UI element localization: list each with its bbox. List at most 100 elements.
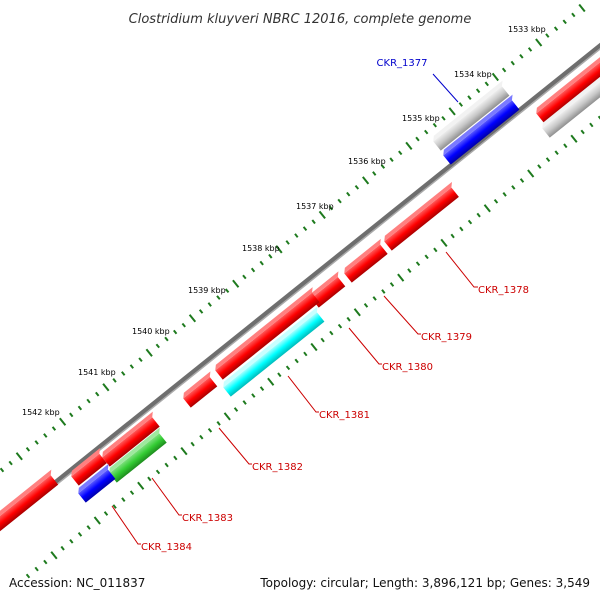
tick-label: 1537 kbp <box>296 202 334 211</box>
minor-tick <box>441 115 446 121</box>
feature-ckr-1380 <box>311 271 346 308</box>
minor-tick <box>467 95 472 101</box>
minor-tick <box>346 316 351 322</box>
major-tick <box>448 107 456 116</box>
major-tick <box>527 169 535 178</box>
minor-tick <box>450 233 455 239</box>
minor-tick <box>433 247 438 253</box>
minor-tick <box>242 274 247 280</box>
minor-tick <box>190 441 195 447</box>
minor-tick <box>372 296 377 301</box>
minor-tick <box>207 427 213 433</box>
minor-tick <box>155 469 161 475</box>
major-tick <box>50 551 58 560</box>
minor-tick <box>0 467 5 473</box>
major-tick <box>440 238 448 248</box>
minor-tick <box>424 129 429 135</box>
major-tick <box>535 38 543 47</box>
minor-tick <box>527 47 533 52</box>
minor-tick <box>563 143 568 149</box>
tick-label: 1534 kbp <box>454 70 492 79</box>
tick-label: 1535 kbp <box>402 114 440 123</box>
major-tick <box>59 417 67 426</box>
minor-tick <box>250 267 256 273</box>
feature-ckr-1381 <box>223 306 325 397</box>
minor-tick <box>181 322 186 328</box>
minor-tick <box>233 407 239 412</box>
feature-reverse-upper-right <box>542 66 600 138</box>
minor-tick <box>216 420 221 426</box>
minor-tick <box>259 260 264 266</box>
major-tick <box>318 210 326 220</box>
minor-tick <box>43 559 48 565</box>
major-tick <box>232 279 240 288</box>
outer-tick-ring <box>0 3 586 473</box>
minor-tick <box>424 254 429 260</box>
map-title: Clostridium kluyveri NBRC 12016, complet… <box>129 12 472 27</box>
svg-text:CKR_1380: CKR_1380 <box>382 362 433 373</box>
major-tick <box>405 141 413 151</box>
minor-tick <box>77 405 83 411</box>
minor-tick <box>475 88 481 94</box>
minor-tick <box>571 12 576 18</box>
major-tick <box>578 3 586 13</box>
gene-label-ckr-1382: CKR_1382 <box>218 427 303 473</box>
minor-tick <box>432 122 437 128</box>
feature-ckr-1383-upper <box>102 411 160 467</box>
minor-tick <box>415 261 421 267</box>
minor-tick <box>51 426 57 431</box>
minor-tick <box>164 462 169 468</box>
minor-tick <box>277 372 282 378</box>
minor-tick <box>372 171 377 176</box>
major-tick <box>397 273 405 282</box>
feature-forward-upper-right <box>536 51 600 123</box>
tick-label: 1536 kbp <box>348 157 386 166</box>
gene-label-ckr-1379: CKR_1379 <box>383 295 472 343</box>
minor-tick <box>545 157 551 163</box>
minor-tick <box>501 67 507 73</box>
minor-tick <box>537 164 542 169</box>
minor-tick <box>589 122 594 128</box>
genome-summary-text: Topology: circular; Length: 3,896,121 bp… <box>259 576 590 590</box>
minor-tick <box>207 302 212 307</box>
minor-tick <box>60 545 65 551</box>
minor-tick <box>511 185 516 190</box>
minor-tick <box>155 343 160 349</box>
major-tick <box>570 134 578 143</box>
minor-tick <box>103 511 109 516</box>
accession-text: Accession: NC_011837 <box>9 576 145 590</box>
feature-ckr-1378 <box>384 181 459 251</box>
minor-tick <box>380 164 386 169</box>
minor-tick <box>302 226 308 232</box>
minor-tick <box>216 295 221 300</box>
minor-tick <box>346 191 351 197</box>
feature-ckr-1384 <box>78 463 116 503</box>
major-tick <box>93 516 101 525</box>
minor-tick <box>580 129 585 135</box>
minor-tick <box>147 476 152 482</box>
gene-label-ckr-1383: CKR_1383 <box>151 477 233 524</box>
minor-tick <box>597 115 600 120</box>
svg-text:CKR_1382: CKR_1382 <box>252 462 303 473</box>
minor-tick <box>510 60 515 66</box>
minor-tick <box>129 364 134 369</box>
minor-tick <box>86 398 91 404</box>
minor-tick <box>467 219 473 225</box>
major-tick <box>102 383 110 392</box>
minor-tick <box>363 302 369 308</box>
minor-tick <box>381 289 386 294</box>
major-tick <box>275 245 283 254</box>
minor-tick <box>34 440 39 445</box>
gene-features <box>0 51 600 535</box>
gene-label-ckr-1381: CKR_1381 <box>287 375 370 421</box>
minor-tick <box>502 191 507 197</box>
minor-tick <box>121 371 126 376</box>
minor-tick <box>337 323 343 329</box>
minor-tick <box>112 504 117 509</box>
major-tick <box>491 72 499 82</box>
feature-ckr-1384-upper <box>71 448 107 486</box>
major-tick <box>223 412 231 421</box>
minor-tick <box>554 150 559 156</box>
minor-tick <box>337 198 342 204</box>
feature-ckr-1379 <box>344 238 388 283</box>
